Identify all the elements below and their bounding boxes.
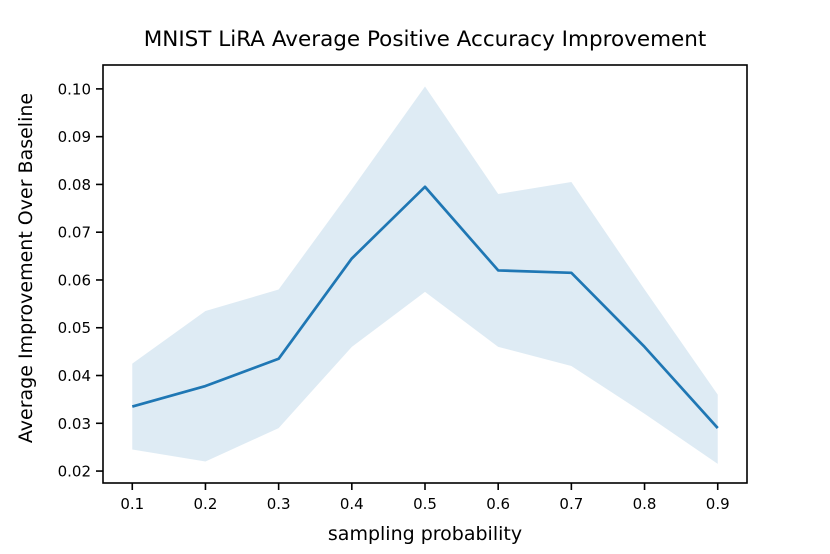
y-axis-ticks: 0.02 0.03 0.04 0.05 0.06 0.07 0.08 0.09 0.10 [58, 80, 103, 481]
x-tick-label: 0.4 [340, 495, 364, 513]
x-tick-label: 0.1 [120, 495, 144, 513]
x-tick-label: 0.5 [413, 495, 437, 513]
x-tick-label: 0.9 [706, 495, 730, 513]
y-tick-label: 0.06 [58, 271, 91, 289]
x-axis-ticks: 0.1 0.2 0.3 0.4 0.5 0.6 0.7 0.8 0.9 [120, 483, 730, 513]
y-tick-label: 0.02 [58, 463, 91, 481]
y-tick-label: 0.09 [58, 128, 91, 146]
confidence-band [132, 86, 718, 464]
x-tick-label: 0.3 [267, 495, 291, 513]
x-axis-label: sampling probability [328, 523, 522, 545]
x-tick-label: 0.8 [633, 495, 657, 513]
y-axis-label: Average Improvement Over Baseline [15, 93, 37, 443]
y-tick-label: 0.07 [58, 224, 91, 242]
y-tick-label: 0.05 [58, 319, 91, 337]
line-series [131, 185, 719, 429]
y-tick-label: 0.08 [58, 176, 91, 194]
x-tick-label: 0.6 [486, 495, 510, 513]
x-tick-label: 0.2 [194, 495, 218, 513]
chart-title: MNIST LiRA Average Positive Accuracy Imp… [144, 27, 707, 52]
x-tick-label: 0.7 [559, 495, 583, 513]
y-tick-label: 0.03 [58, 415, 91, 433]
y-tick-label: 0.04 [58, 367, 91, 385]
y-tick-label: 0.10 [58, 80, 91, 98]
